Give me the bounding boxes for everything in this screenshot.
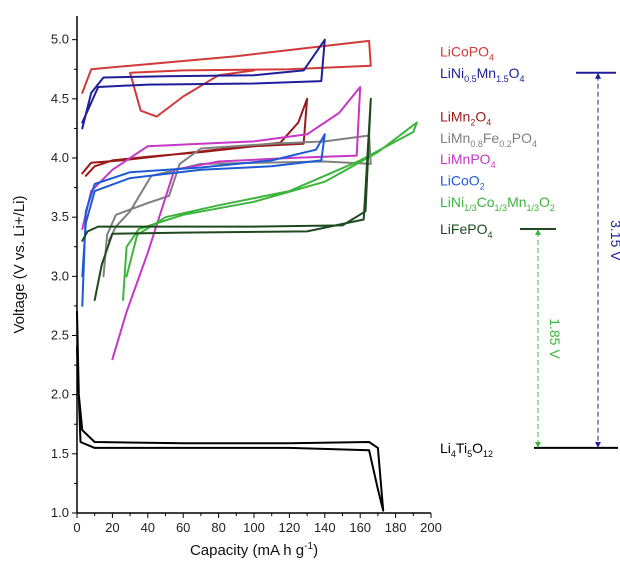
legend-label: LiMn2O4 — [440, 109, 491, 128]
voltage-gap-label-185: 1.85 V — [547, 318, 563, 359]
series-layer — [76, 38, 418, 512]
x-tick-label: 40 — [141, 520, 155, 535]
annotation-layer: 3.15 V 1.85 V — [520, 71, 620, 449]
series-licopo4 — [81, 39, 372, 118]
y-tick-label: 1.0 — [51, 505, 69, 520]
x-tick-label: 100 — [243, 520, 265, 535]
x-tick-label: 120 — [279, 520, 301, 535]
y-axis-title: Voltage (V vs. Li+/Li) — [11, 196, 28, 334]
voltage-gap-label-315: 3.15 V — [608, 220, 620, 261]
x-axis-title: Capacity (mA h g-1) — [190, 541, 318, 559]
x-tick-label: 0 — [73, 520, 80, 535]
y-tick-label: 5.0 — [51, 32, 69, 47]
x-tick-label: 80 — [211, 520, 225, 535]
x-tick-label: 200 — [420, 520, 442, 535]
legend-label: LiCoPO4 — [440, 44, 494, 63]
series-lini1-3co1-3mn1-3o2 — [122, 121, 418, 301]
legend-label: Li4Ti5O12 — [440, 440, 493, 459]
x-tick-label: 140 — [314, 520, 336, 535]
legend-label: LiCoO2 — [440, 172, 485, 191]
y-tick-label: 3.0 — [51, 268, 69, 283]
legend-label: LiMnPO4 — [440, 151, 496, 170]
y-tick-label: 1.5 — [51, 446, 69, 461]
x-tick-label: 20 — [105, 520, 119, 535]
x-tick-label: 60 — [176, 520, 190, 535]
legend-label: LiFePO4 — [440, 221, 492, 240]
series-li4ti5o12 — [76, 310, 385, 512]
legend-layer: LiCoPO4 LiNi0.5Mn1.5O4 LiMn2O4 LiMn0.8Fe0.2… — [440, 44, 555, 459]
series-lifepo4 — [81, 97, 372, 301]
y-tick-label: 2.0 — [51, 387, 69, 402]
y-tick-label: 2.5 — [51, 328, 69, 343]
series-limnpo4 — [81, 86, 362, 361]
y-tick-label: 4.5 — [51, 91, 69, 106]
legend-label: LiMn0.8Fe0.2PO4 — [440, 130, 537, 149]
x-tick-label: 180 — [385, 520, 407, 535]
legend-label: LiNi0.5Mn1.5O4 — [440, 65, 525, 84]
axes: 0 20 40 60 80 100 120 140 160 180 200 1.0 1.5 2.0 2.5 3… — [11, 16, 442, 559]
y-tick-label: 3.5 — [51, 209, 69, 224]
legend-label: LiNi1/3Co1/3Mn1/3O2 — [440, 194, 555, 213]
series-lini0-5mn1-5o4 — [81, 38, 326, 130]
y-tick-label: 4.0 — [51, 150, 69, 165]
x-tick-label: 160 — [349, 520, 371, 535]
series-limn2o4 — [81, 97, 309, 177]
series-licoo2 — [81, 133, 326, 307]
